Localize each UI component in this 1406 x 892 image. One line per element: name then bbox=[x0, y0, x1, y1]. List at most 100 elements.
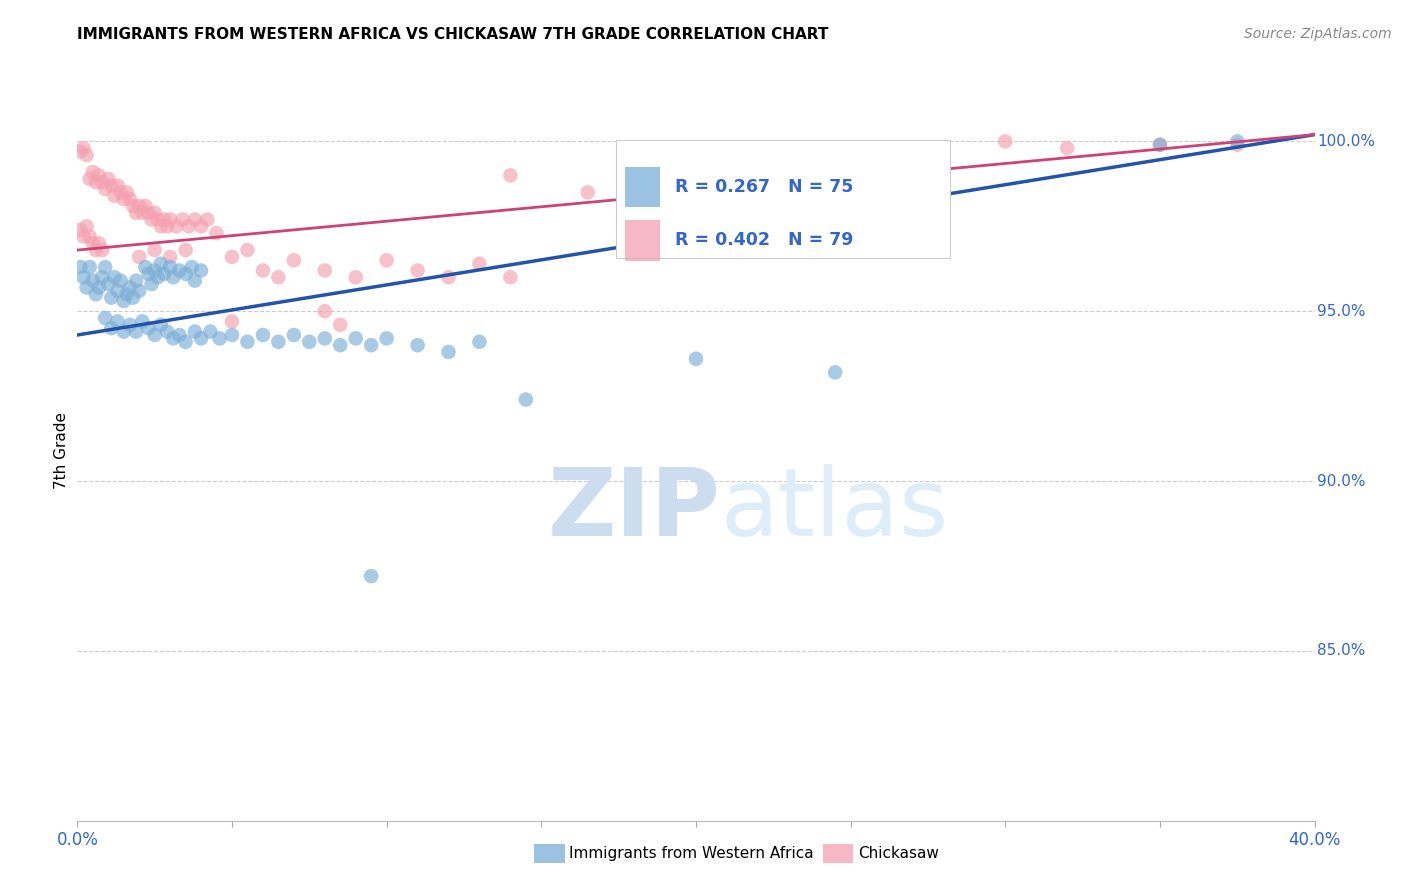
Point bbox=[329, 338, 352, 352]
Point bbox=[138, 267, 160, 281]
Point bbox=[180, 260, 202, 274]
Point bbox=[190, 219, 212, 234]
Point bbox=[118, 192, 141, 206]
Point bbox=[149, 318, 172, 332]
Point bbox=[468, 334, 491, 349]
Point bbox=[138, 321, 160, 335]
Point bbox=[107, 284, 129, 298]
Point bbox=[146, 212, 169, 227]
Point bbox=[576, 186, 599, 200]
Point bbox=[143, 243, 166, 257]
Point bbox=[125, 274, 148, 288]
Point bbox=[115, 186, 138, 200]
Point bbox=[252, 263, 274, 277]
Point bbox=[107, 178, 129, 193]
Point bbox=[100, 178, 122, 193]
Text: Source: ZipAtlas.com: Source: ZipAtlas.com bbox=[1244, 27, 1392, 41]
Point bbox=[100, 291, 122, 305]
Point bbox=[314, 331, 336, 345]
Point bbox=[115, 287, 138, 301]
Point bbox=[118, 280, 141, 294]
Point bbox=[169, 328, 191, 343]
Point bbox=[159, 260, 181, 274]
Point bbox=[190, 263, 212, 277]
Point bbox=[1149, 137, 1171, 152]
Point bbox=[82, 274, 104, 288]
Text: ZIP: ZIP bbox=[548, 464, 721, 556]
Point bbox=[329, 318, 352, 332]
Text: R = 0.402   N = 79: R = 0.402 N = 79 bbox=[675, 231, 853, 249]
Point bbox=[112, 192, 135, 206]
Point bbox=[360, 569, 382, 583]
Point bbox=[97, 277, 120, 291]
Point bbox=[437, 345, 460, 359]
Point bbox=[125, 205, 148, 219]
Point bbox=[153, 212, 176, 227]
Point bbox=[110, 186, 132, 200]
Point bbox=[685, 229, 707, 244]
Point bbox=[128, 284, 150, 298]
Point bbox=[184, 212, 207, 227]
Point bbox=[94, 260, 117, 274]
Point bbox=[76, 148, 98, 162]
Point bbox=[1226, 135, 1249, 149]
Point bbox=[143, 263, 166, 277]
Point bbox=[131, 314, 153, 328]
Point bbox=[79, 171, 101, 186]
Point bbox=[72, 141, 94, 155]
Point bbox=[205, 226, 228, 240]
Bar bbox=[626, 219, 659, 260]
Point bbox=[131, 205, 153, 219]
Point bbox=[1056, 141, 1078, 155]
Point bbox=[79, 229, 101, 244]
Point bbox=[267, 270, 290, 285]
Point bbox=[824, 178, 846, 193]
Point bbox=[87, 280, 110, 294]
Point bbox=[103, 270, 125, 285]
Point bbox=[122, 199, 145, 213]
Point bbox=[143, 328, 166, 343]
Point bbox=[623, 212, 645, 227]
Point bbox=[221, 328, 243, 343]
Point bbox=[159, 212, 181, 227]
Point bbox=[156, 219, 179, 234]
Point bbox=[208, 331, 231, 345]
Point bbox=[184, 325, 207, 339]
Point bbox=[162, 331, 184, 345]
Point bbox=[165, 219, 187, 234]
Point bbox=[406, 263, 429, 277]
Point bbox=[69, 223, 91, 237]
Text: Chickasaw: Chickasaw bbox=[858, 847, 939, 861]
Point bbox=[236, 243, 259, 257]
Point bbox=[134, 260, 156, 274]
Point bbox=[72, 229, 94, 244]
Point bbox=[87, 169, 110, 183]
Point bbox=[112, 293, 135, 308]
Point bbox=[128, 199, 150, 213]
Point bbox=[375, 253, 398, 268]
Point bbox=[1149, 137, 1171, 152]
Point bbox=[72, 270, 94, 285]
Point bbox=[406, 338, 429, 352]
Point bbox=[174, 267, 197, 281]
Point bbox=[468, 257, 491, 271]
Point bbox=[283, 328, 305, 343]
Point bbox=[138, 205, 160, 219]
Text: IMMIGRANTS FROM WESTERN AFRICA VS CHICKASAW 7TH GRADE CORRELATION CHART: IMMIGRANTS FROM WESTERN AFRICA VS CHICKA… bbox=[77, 27, 828, 42]
Text: 95.0%: 95.0% bbox=[1317, 303, 1365, 318]
Point bbox=[112, 325, 135, 339]
Point bbox=[200, 325, 222, 339]
Y-axis label: 7th Grade: 7th Grade bbox=[53, 412, 69, 489]
Point bbox=[221, 250, 243, 264]
Point bbox=[314, 304, 336, 318]
Point bbox=[177, 219, 200, 234]
Point bbox=[146, 270, 169, 285]
Point bbox=[824, 365, 846, 379]
Point bbox=[103, 188, 125, 202]
Point bbox=[267, 334, 290, 349]
Point bbox=[360, 338, 382, 352]
Point bbox=[190, 331, 212, 345]
FancyBboxPatch shape bbox=[616, 139, 949, 258]
Point bbox=[110, 274, 132, 288]
Point bbox=[499, 270, 522, 285]
